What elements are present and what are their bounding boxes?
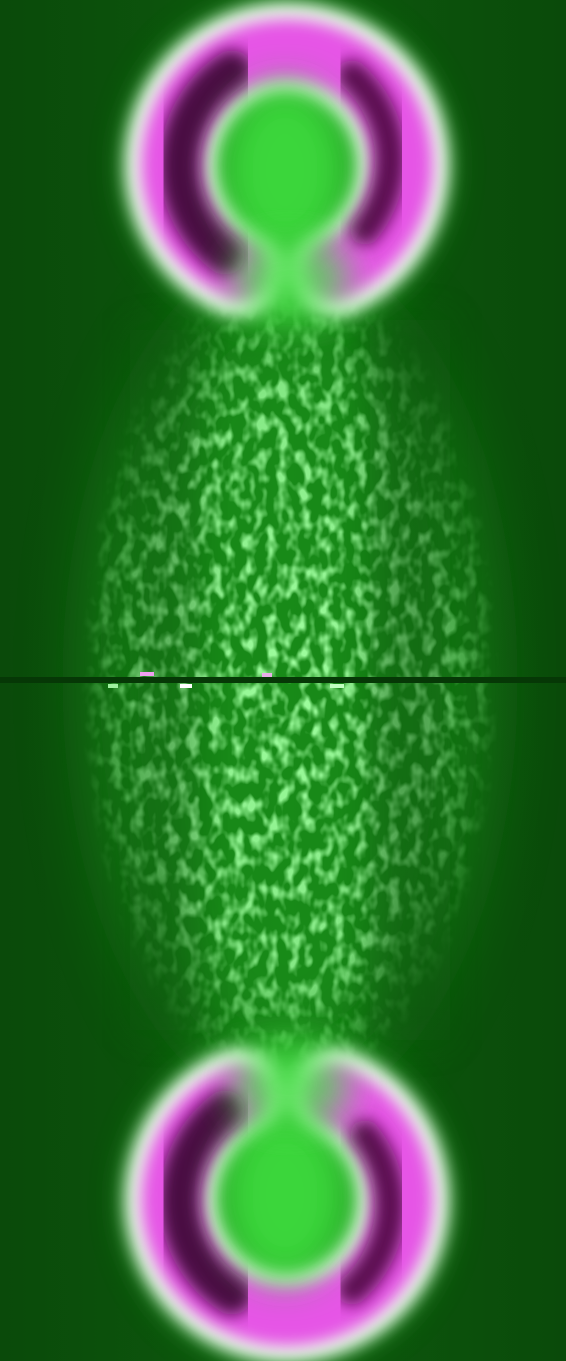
bottom-ring	[127, 1040, 447, 1360]
center-line	[0, 677, 566, 683]
top-ring	[127, 5, 447, 325]
center-speckles	[108, 672, 344, 688]
